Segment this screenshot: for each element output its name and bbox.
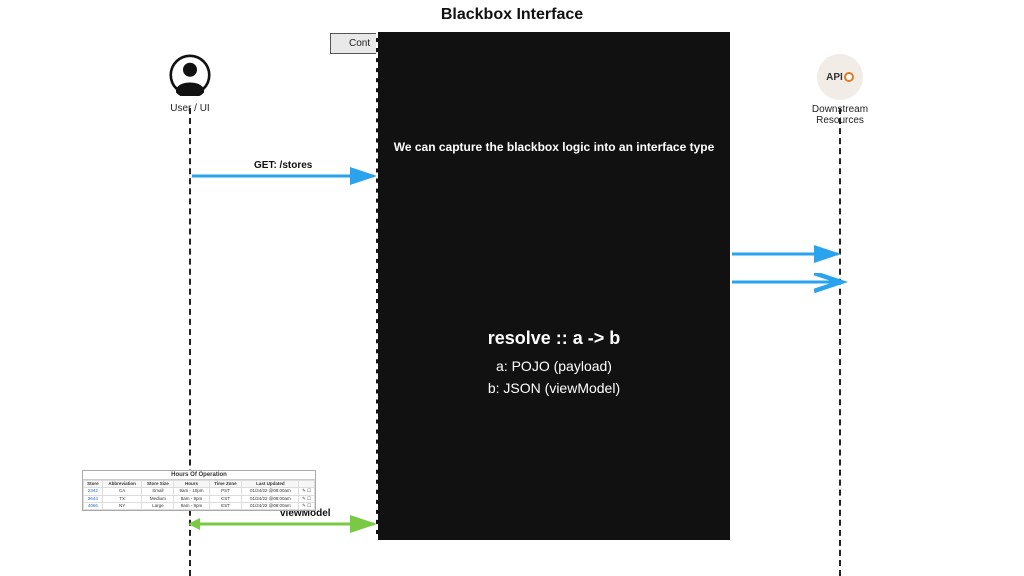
label-get-stores: GET: /stores — [254, 160, 312, 171]
mini-table-grid: StoreAbbreviationStore SizeHoursTime Zon… — [83, 480, 315, 510]
mini-table-title: Hours Of Operation — [83, 471, 315, 480]
user-icon — [168, 54, 212, 99]
actor-user: User / UI — [168, 54, 212, 114]
blackbox-a: a: POJO (payload) — [378, 358, 730, 374]
blackbox: We can capture the blackbox logic into a… — [376, 32, 730, 540]
blackbox-signature: resolve :: a -> b — [378, 328, 730, 349]
diagram-title: Blackbox Interface — [0, 6, 1024, 24]
diagram-canvas: Blackbox Interface User / UI Cont API Do… — [0, 0, 1024, 576]
api-icon: API — [817, 54, 863, 100]
mini-table: Hours Of Operation StoreAbbreviationStor… — [82, 470, 316, 511]
blackbox-b: b: JSON (viewModel) — [378, 380, 730, 396]
blackbox-caption: We can capture the blackbox logic into a… — [378, 140, 730, 154]
lifeline-downstream — [839, 108, 841, 576]
